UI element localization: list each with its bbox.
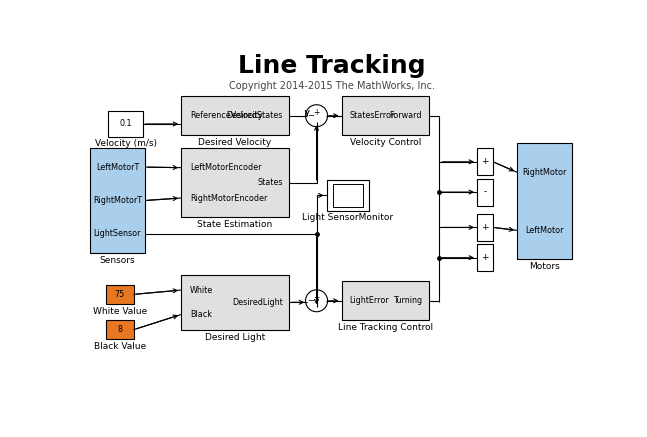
FancyBboxPatch shape — [90, 148, 145, 253]
Text: +: + — [481, 157, 488, 166]
Text: -: - — [483, 187, 487, 197]
FancyBboxPatch shape — [106, 320, 133, 340]
Text: Velocity (m/s): Velocity (m/s) — [94, 139, 157, 149]
Text: 8: 8 — [117, 325, 122, 334]
Text: Turning: Turning — [393, 296, 422, 305]
Text: Copyright 2014-2015 The MathWorks, Inc.: Copyright 2014-2015 The MathWorks, Inc. — [228, 81, 435, 91]
Text: +: + — [481, 253, 488, 262]
Text: White Value: White Value — [93, 307, 147, 316]
Text: +: + — [313, 293, 320, 302]
Text: LeftMotorEncoder: LeftMotorEncoder — [190, 163, 261, 172]
FancyBboxPatch shape — [106, 284, 133, 304]
Text: Line Tracking: Line Tracking — [238, 54, 425, 78]
Text: Motors: Motors — [529, 262, 560, 271]
FancyBboxPatch shape — [181, 274, 289, 330]
Text: −: − — [307, 111, 314, 120]
Text: Desired Light: Desired Light — [205, 333, 265, 342]
Text: State Estimation: State Estimation — [197, 220, 272, 229]
Text: LeftMotor: LeftMotor — [525, 226, 564, 235]
FancyBboxPatch shape — [109, 111, 142, 136]
Text: DesiredLight: DesiredLight — [232, 298, 283, 307]
Text: Desired Velocity: Desired Velocity — [199, 138, 272, 147]
Text: −: − — [307, 296, 314, 305]
Text: Forward: Forward — [389, 111, 422, 120]
FancyBboxPatch shape — [333, 184, 363, 207]
FancyBboxPatch shape — [477, 214, 493, 241]
FancyBboxPatch shape — [477, 244, 493, 271]
FancyBboxPatch shape — [181, 148, 289, 217]
Text: Black: Black — [190, 310, 212, 319]
Text: LightError: LightError — [349, 296, 389, 305]
FancyBboxPatch shape — [477, 179, 493, 205]
Text: Sensors: Sensors — [100, 256, 135, 264]
Text: RightMotorEncoder: RightMotorEncoder — [190, 194, 268, 202]
FancyBboxPatch shape — [477, 148, 493, 175]
Text: Light SensorMonitor: Light SensorMonitor — [302, 214, 393, 222]
Text: ReferenceVelocity: ReferenceVelocity — [190, 111, 263, 120]
Text: LeftMotorT: LeftMotorT — [96, 163, 139, 172]
FancyBboxPatch shape — [342, 96, 430, 135]
Text: 75: 75 — [115, 290, 125, 299]
FancyBboxPatch shape — [517, 143, 573, 260]
Text: Velocity Control: Velocity Control — [350, 138, 421, 147]
Text: Line Tracking Control: Line Tracking Control — [338, 323, 433, 332]
Text: White: White — [190, 285, 214, 295]
Text: DesiredStates: DesiredStates — [226, 111, 283, 120]
Text: Black Value: Black Value — [94, 342, 146, 351]
FancyBboxPatch shape — [181, 96, 289, 135]
Text: States: States — [258, 178, 283, 187]
Text: LightSensor: LightSensor — [94, 229, 141, 238]
Text: RightMotor: RightMotor — [523, 168, 567, 177]
FancyBboxPatch shape — [342, 281, 430, 320]
Text: RightMotorT: RightMotorT — [93, 196, 142, 205]
Text: StatesError: StatesError — [349, 111, 395, 120]
Text: 0.1: 0.1 — [119, 119, 132, 128]
Text: +: + — [313, 108, 320, 117]
Text: +: + — [481, 223, 488, 232]
FancyBboxPatch shape — [327, 180, 369, 211]
